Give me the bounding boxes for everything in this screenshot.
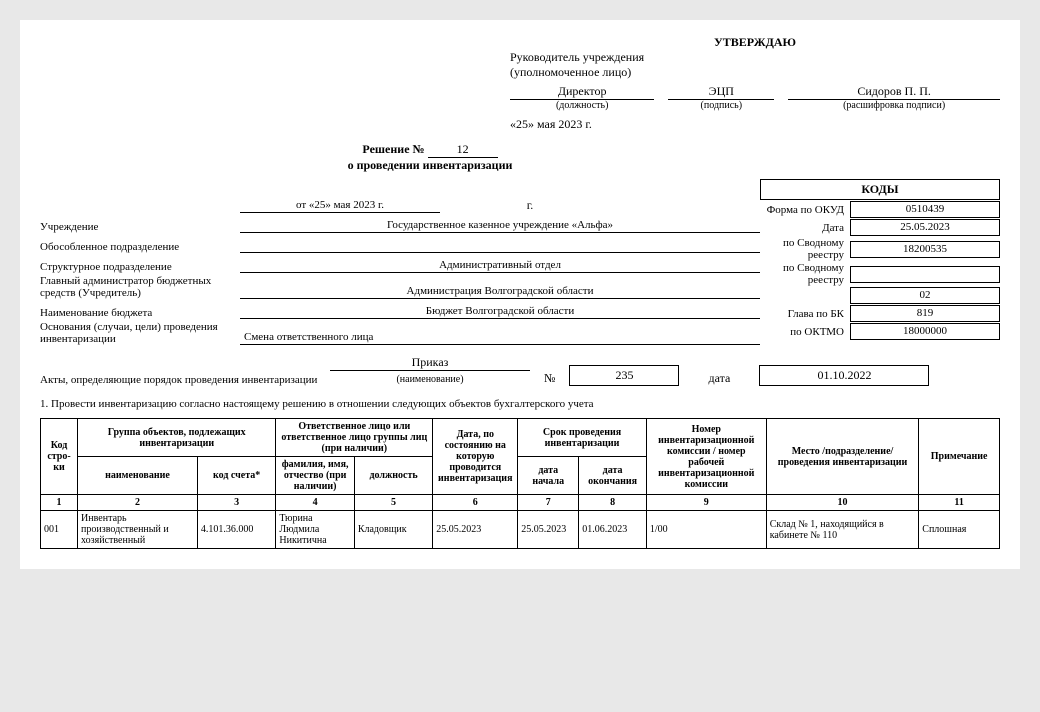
th-n11: 11 — [919, 495, 1000, 511]
th-note: Примечание — [919, 419, 1000, 495]
institution-label: Учреждение — [40, 221, 240, 233]
acts-label: Акты, определяющие порядок проведения ин… — [40, 374, 320, 386]
approval-line1: Руководитель учреждения — [510, 50, 1000, 65]
approval-position: Директор — [510, 84, 654, 100]
acts-number: 235 — [569, 365, 679, 386]
approval-block: УТВЕРЖДАЮ Руководитель учреждения (уполн… — [510, 35, 1000, 132]
cell-c2: Инвентарь производственный и хозяйственн… — [78, 511, 198, 549]
acts-name-hint: (наименование) — [396, 374, 463, 385]
th-state-date: Дата, по состоянию на которую проводится… — [433, 419, 518, 495]
okud-label: Форма по ОКУД — [760, 204, 850, 216]
th-n3: 3 — [197, 495, 275, 511]
th-n5: 5 — [354, 495, 432, 511]
th-n9: 9 — [646, 495, 766, 511]
code-02-value: 02 — [850, 287, 1000, 304]
acts-date-label: дата — [689, 371, 749, 386]
structural-label: Структурное подразделение — [40, 261, 240, 273]
th-resp-fio: фамилия, имя, отчество (при наличии) — [276, 457, 354, 495]
decision-subtitle: о проведении инвентаризации — [280, 158, 580, 173]
code-date-label: Дата — [760, 222, 850, 234]
th-period: Срок проведения инвентаризации — [518, 419, 647, 457]
th-comm: Номер инвентаризацион­ной комиссии / ном… — [646, 419, 766, 495]
oktmo-label: по ОКТМО — [760, 326, 850, 338]
approval-title: УТВЕРЖДАЮ — [510, 35, 1000, 50]
reason-label: Основания (случаи, цели) проведения инве… — [40, 321, 240, 345]
cell-c1: 001 — [41, 511, 78, 549]
th-place: Место /подразделение/ проведения инвента… — [766, 419, 919, 495]
cell-c11: Сплошная — [919, 511, 1000, 549]
document-page: УТВЕРЖДАЮ Руководитель учреждения (уполн… — [20, 20, 1020, 569]
section-1-text: 1. Провести инвентаризацию согласно наст… — [40, 398, 1000, 410]
codes-block: КОДЫ Форма по ОКУД 0510439 Дата 25.05.20… — [760, 179, 1000, 345]
th-resp-pos: должность — [354, 457, 432, 495]
th-group: Группа объектов, подлежащих инвентаризац… — [78, 419, 276, 457]
approval-position-hint: (должность) — [510, 100, 654, 111]
budget-label: Наименование бюджета — [40, 307, 240, 319]
decision-label: Решение № — [362, 142, 424, 156]
th-rowcode: Код стро­ки — [41, 419, 78, 495]
svod1-value: 18200535 — [850, 241, 1000, 258]
svod2-value — [850, 266, 1000, 283]
institution-value: Государственное казенное учреждение «Аль… — [240, 219, 760, 233]
cell-c5: Кладовщик — [354, 511, 432, 549]
approval-name: Сидоров П. П. — [788, 84, 1000, 100]
admin-value: Администрация Волгоградской области — [240, 285, 760, 299]
th-resp: Ответственное лицо или ответственное лиц… — [276, 419, 433, 457]
inventory-table: Код стро­ки Группа объектов, подлежащих … — [40, 418, 1000, 549]
th-n8: 8 — [579, 495, 647, 511]
approval-position-cell: Директор (должность) — [510, 84, 654, 111]
cell-c9: 1/00 — [646, 511, 766, 549]
approval-signature: ЭЦП — [668, 84, 774, 100]
th-n10: 10 — [766, 495, 919, 511]
th-group-acc: код счета* — [197, 457, 275, 495]
cell-c3: 4.101.36.000 — [197, 511, 275, 549]
th-group-name: наименование — [78, 457, 198, 495]
approval-signature-hint: (подпись) — [668, 100, 774, 111]
decision-g: г. — [440, 198, 620, 213]
acts-date-value: 01.10.2022 — [759, 365, 929, 386]
decision-number: 12 — [428, 142, 498, 158]
approval-name-hint: (расшифровка подписи) — [788, 100, 1000, 111]
admin-label: Главный администратор бюджетных средств … — [40, 275, 240, 299]
approval-name-cell: Сидоров П. П. (расшифровка подписи) — [788, 84, 1000, 111]
acts-num-symbol: № — [540, 371, 559, 386]
acts-name: Приказ — [330, 355, 530, 371]
th-n1: 1 — [41, 495, 78, 511]
svod1-label: по Сводному реестру — [760, 237, 850, 261]
codes-header: КОДЫ — [760, 179, 1000, 200]
okud-value: 0510439 — [850, 201, 1000, 218]
budget-value: Бюджет Волгоградской области — [240, 305, 760, 319]
cell-c7: 25.05.2023 — [518, 511, 579, 549]
approval-line2: (уполномоченное лицо) — [510, 65, 1000, 80]
cell-c6: 25.05.2023 — [433, 511, 518, 549]
subdivision-value — [240, 239, 760, 253]
approval-signature-cell: ЭЦП (подпись) — [668, 84, 774, 111]
decision-from-date: от «25» мая 2023 г. — [240, 199, 440, 213]
th-n6: 6 — [433, 495, 518, 511]
oktmo-value: 18000000 — [850, 323, 1000, 340]
cell-c4: Тюрина Людмила Никитична — [276, 511, 354, 549]
glava-label: Глава по БК — [760, 308, 850, 320]
svod2-label: по Сводному реестру — [760, 262, 850, 286]
acts-row: Акты, определяющие порядок проведения ин… — [40, 355, 1000, 386]
approval-date: «25» мая 2023 г. — [510, 117, 1000, 132]
structural-value: Административный отдел — [240, 259, 760, 273]
glava-value: 819 — [850, 305, 1000, 322]
cell-c10: Склад № 1, находящийся в кабинете № 110 — [766, 511, 919, 549]
reason-value: Смена ответственного лица — [240, 331, 760, 345]
decision-block: Решение № 12 о проведении инвентаризации — [280, 142, 580, 173]
th-period-start: дата начала — [518, 457, 579, 495]
cell-c8: 01.06.2023 — [579, 511, 647, 549]
th-n7: 7 — [518, 495, 579, 511]
table-row: 001 Инвентарь производственный и хозяйст… — [41, 511, 1000, 549]
th-period-end: дата окончания — [579, 457, 647, 495]
code-date-value: 25.05.2023 — [850, 219, 1000, 236]
th-n4: 4 — [276, 495, 354, 511]
subdivision-label: Обособленное подразделение — [40, 241, 240, 253]
th-n2: 2 — [78, 495, 198, 511]
